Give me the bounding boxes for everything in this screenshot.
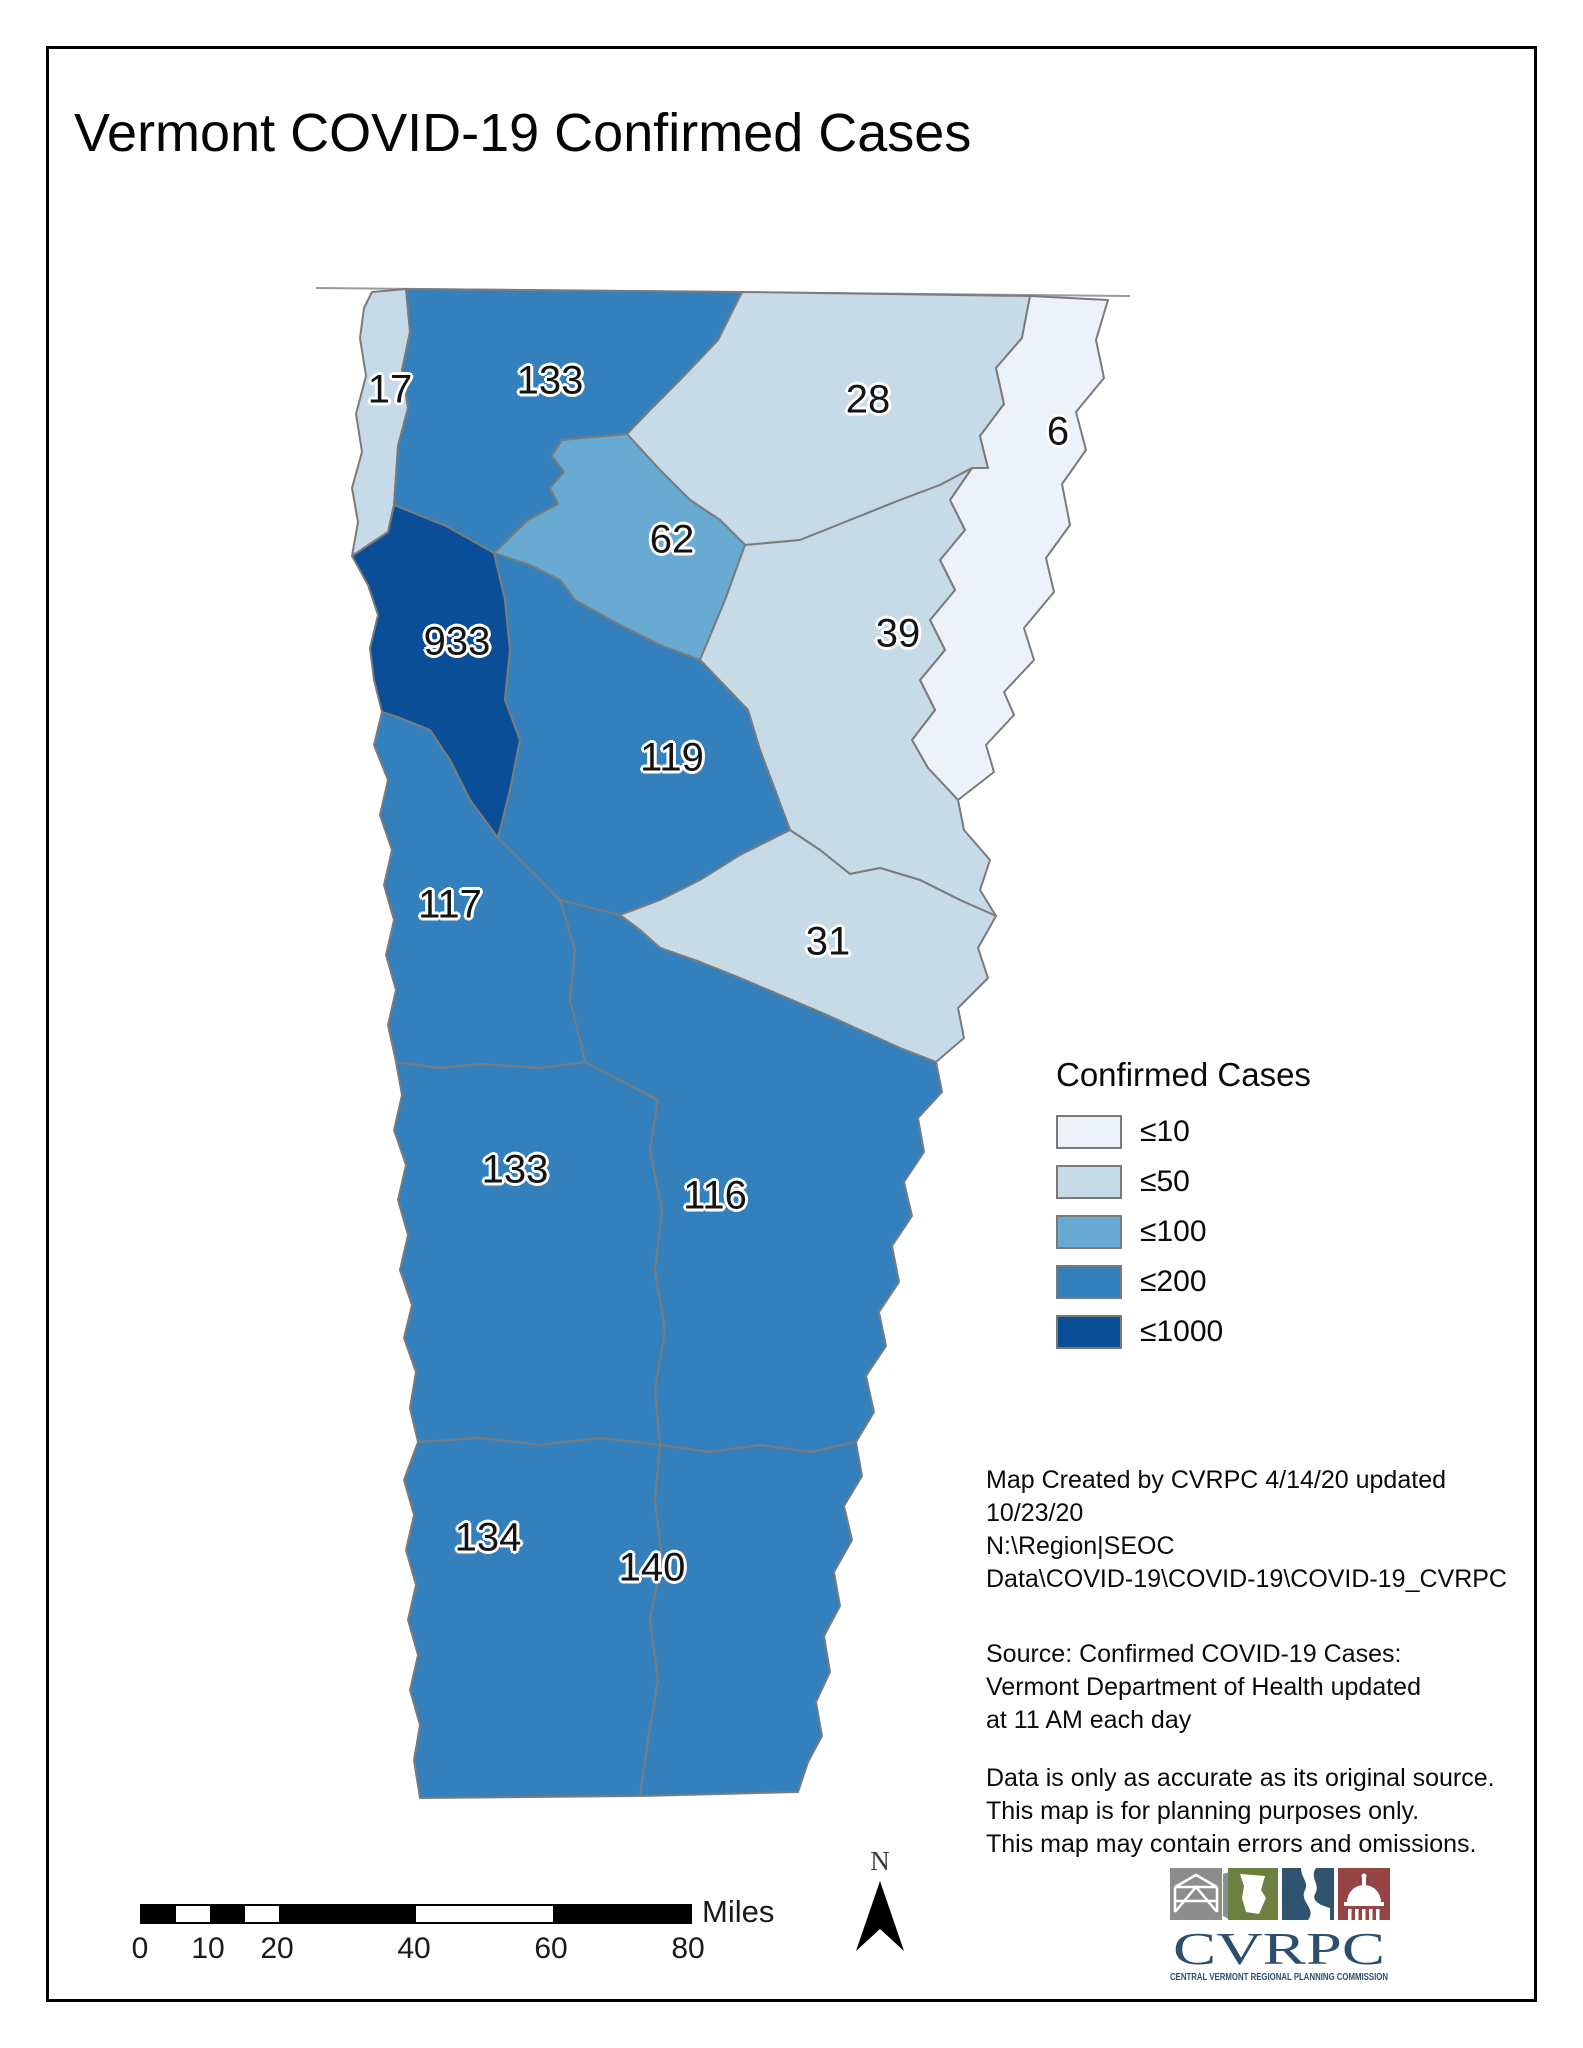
north-arrow-label: N bbox=[870, 1846, 890, 1876]
scale-bar-segment bbox=[245, 1906, 279, 1922]
map-frame-border bbox=[46, 46, 1537, 2002]
cvrpc-acronym: CVRPC bbox=[1173, 1923, 1385, 1974]
scale-bar-segment bbox=[142, 1906, 176, 1922]
county-case-label-c8: 119 bbox=[640, 735, 704, 780]
scale-tick-20: 20 bbox=[260, 1932, 294, 1965]
vermont-silhouette-icon bbox=[1223, 1868, 1278, 1920]
legend-label-le50: ≤50 bbox=[1140, 1165, 1190, 1198]
scale-bar-segment bbox=[416, 1906, 553, 1922]
legend-label-le10: ≤10 bbox=[1140, 1115, 1190, 1148]
north-arrow-icon bbox=[856, 1881, 904, 1951]
bridge-icon bbox=[1170, 1868, 1222, 1920]
county-case-label-c4: 6 bbox=[1046, 409, 1070, 454]
scale-unit-label: Miles bbox=[702, 1894, 775, 1929]
county-shape-c14 bbox=[639, 1441, 863, 1797]
legend-row: ≤50 bbox=[1056, 1165, 1311, 1199]
county-case-label-c13: 134 bbox=[454, 1515, 522, 1560]
scale-bar-segment bbox=[553, 1906, 690, 1922]
county-case-label-c7: 933 bbox=[423, 619, 491, 664]
legend-row: ≤200 bbox=[1056, 1265, 1311, 1299]
scale-tick-0: 0 bbox=[131, 1932, 149, 1965]
legend-label-le200: ≤200 bbox=[1140, 1265, 1207, 1298]
legend-swatch-le200 bbox=[1056, 1265, 1122, 1299]
legend-title: Confirmed Cases bbox=[1056, 1056, 1311, 1093]
county-shape-c12 bbox=[559, 899, 943, 1453]
county-case-label-c9: 117 bbox=[418, 882, 482, 927]
cvrpc-logo-graphic: CVRPC CENTRAL VERMONT REGIONAL PLANNING … bbox=[1170, 1868, 1390, 1983]
legend-row: ≤100 bbox=[1056, 1215, 1311, 1249]
county-case-label-c3: 28 bbox=[845, 377, 891, 422]
cvrpc-logo: CVRPC CENTRAL VERMONT REGIONAL PLANNING … bbox=[1164, 1864, 1394, 1986]
county-case-label-c5: 62 bbox=[649, 517, 695, 562]
note-disclaimer: Data is only as accurate as its original… bbox=[986, 1764, 1495, 1858]
legend-row: ≤10 bbox=[1056, 1115, 1311, 1149]
legend-label-le1000: ≤1000 bbox=[1140, 1315, 1224, 1348]
county-case-label-c14: 140 bbox=[618, 1545, 686, 1590]
note-data-source: Source: Confirmed COVID-19 Cases: Vermon… bbox=[986, 1640, 1421, 1734]
scale-bar bbox=[140, 1904, 692, 1924]
scale-bar-segment bbox=[210, 1906, 245, 1922]
legend-swatch-le10 bbox=[1056, 1115, 1122, 1149]
scale-bar-ticks: 0 10 20 40 60 80 bbox=[132, 1932, 705, 1966]
scale-tick-80: 80 bbox=[671, 1932, 705, 1965]
county-shape-c11 bbox=[393, 1061, 666, 1446]
page-title: Vermont COVID-19 Confirmed Cases bbox=[74, 103, 972, 164]
county-shape-c13 bbox=[403, 1437, 663, 1799]
cvrpc-tagline: CENTRAL VERMONT REGIONAL PLANNING COMMIS… bbox=[1170, 1971, 1388, 1983]
scale-tick-40: 40 bbox=[397, 1932, 431, 1965]
scale-tick-60: 60 bbox=[534, 1932, 568, 1965]
scale-bar-segment bbox=[279, 1906, 416, 1922]
county-case-label-c10: 31 bbox=[805, 919, 851, 964]
county-case-label-c12: 116 bbox=[683, 1173, 747, 1218]
scale-tick-10: 10 bbox=[191, 1932, 225, 1965]
note-map-created: Map Created by CVRPC 4/14/20 updated 10/… bbox=[986, 1466, 1507, 1593]
legend-label-le100: ≤100 bbox=[1140, 1215, 1207, 1248]
scale-bar-segment bbox=[176, 1906, 210, 1922]
legend-row: ≤1000 bbox=[1056, 1315, 1311, 1349]
county-case-label-c11: 133 bbox=[481, 1147, 549, 1192]
north-arrow: N bbox=[842, 1846, 918, 1962]
legend-swatch-le100 bbox=[1056, 1215, 1122, 1249]
legend-swatch-le1000 bbox=[1056, 1315, 1122, 1349]
capitol-dome-icon bbox=[1338, 1868, 1390, 1920]
county-case-label-c6: 39 bbox=[875, 611, 921, 656]
county-case-label-c2: 133 bbox=[516, 358, 584, 403]
river-icon bbox=[1282, 1868, 1334, 1920]
legend-swatch-le50 bbox=[1056, 1165, 1122, 1199]
legend: Confirmed Cases ≤10 ≤50 ≤100 ≤200 ≤1000 bbox=[1056, 1056, 1311, 1366]
county-case-label-c1: 17 bbox=[367, 367, 413, 412]
